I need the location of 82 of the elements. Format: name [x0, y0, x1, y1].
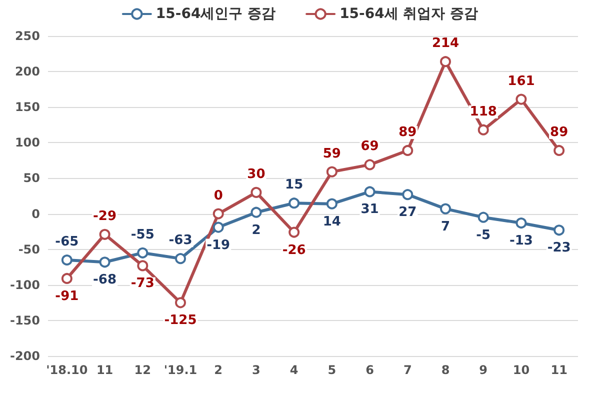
x-tick-label: 7: [403, 363, 412, 377]
x-tick-label: 8: [441, 363, 450, 377]
point: [99, 228, 110, 240]
data-label: 59: [322, 146, 341, 162]
point: [554, 144, 565, 156]
x-tick-label: 6: [366, 363, 374, 377]
point: [250, 186, 262, 198]
point: [326, 166, 338, 178]
data-label: 0: [214, 188, 223, 204]
point: [440, 203, 451, 214]
data-label: -29: [93, 208, 117, 224]
y-tick-label: 50: [23, 171, 40, 186]
point: [478, 124, 489, 136]
point: [61, 272, 72, 284]
point: [402, 189, 414, 200]
x-tick-label: 9: [479, 363, 488, 377]
data-label: 118: [470, 104, 497, 120]
point: [364, 159, 376, 170]
data-label: 89: [398, 124, 417, 140]
y-tick-label: 150: [14, 100, 40, 114]
x-tick-label: '18.10: [46, 363, 88, 377]
data-label: -5: [476, 228, 491, 243]
point: [175, 253, 186, 264]
data-label: -68: [93, 272, 117, 288]
data-label: 14: [322, 214, 341, 230]
data-label: 2: [252, 222, 261, 238]
point: [288, 198, 300, 209]
point: [364, 186, 376, 198]
point: [212, 222, 224, 233]
data-label: -23: [547, 240, 571, 256]
data-label: 30: [247, 166, 266, 182]
point: [137, 247, 148, 258]
point: [212, 208, 224, 220]
y-tick-label: -150: [10, 313, 40, 328]
data-label: -26: [282, 242, 306, 258]
x-tick-label: '19.1: [164, 363, 198, 377]
data-label: 31: [360, 202, 379, 218]
y-tick-label: 0: [32, 206, 40, 221]
data-label: -73: [130, 276, 154, 292]
data-label: -125: [164, 313, 197, 328]
x-tick-label: 2: [214, 363, 223, 377]
point: [61, 254, 72, 266]
x-tick-label: 11: [96, 363, 114, 377]
data-label: 15: [285, 178, 304, 193]
point: [516, 218, 527, 229]
data-label: -63: [168, 233, 192, 248]
point: [175, 297, 186, 308]
point: [137, 260, 148, 272]
data-label: 89: [550, 124, 568, 140]
data-label: 214: [432, 36, 460, 52]
x-tick-label: 10: [512, 363, 530, 377]
data-label: -19: [206, 238, 230, 253]
data-label: 27: [398, 205, 417, 220]
y-tick-label: 100: [14, 136, 40, 150]
point: [554, 224, 565, 236]
x-tick-label: 12: [134, 363, 151, 377]
point: [288, 226, 300, 238]
y-tick-label: 250: [14, 29, 40, 43]
data-label: 161: [508, 74, 535, 89]
y-tick-label: 200: [14, 64, 40, 79]
x-tick-label: 3: [252, 363, 260, 377]
y-tick-label: -50: [18, 242, 40, 256]
point: [99, 256, 110, 268]
data-label: 69: [360, 139, 379, 154]
point: [516, 94, 527, 105]
x-tick-label: 11: [550, 363, 568, 377]
legend-label: 15-64세 취업자 증감: [340, 6, 478, 22]
point: [326, 198, 338, 210]
data-label: -91: [55, 288, 79, 304]
data-label: -13: [509, 234, 533, 249]
point: [440, 56, 451, 68]
data-label: -55: [130, 227, 154, 242]
x-tick-label: 4: [290, 363, 298, 377]
x-tick-label: 5: [328, 363, 336, 377]
point: [250, 206, 262, 218]
data-label: -65: [55, 234, 79, 250]
legend-label: 15-64세인구 증감: [156, 6, 276, 22]
data-label: 7: [440, 219, 450, 234]
y-tick-label: -100: [10, 278, 40, 292]
point: [402, 144, 414, 156]
y-tick-label: -200: [10, 349, 40, 363]
point: [478, 212, 489, 223]
